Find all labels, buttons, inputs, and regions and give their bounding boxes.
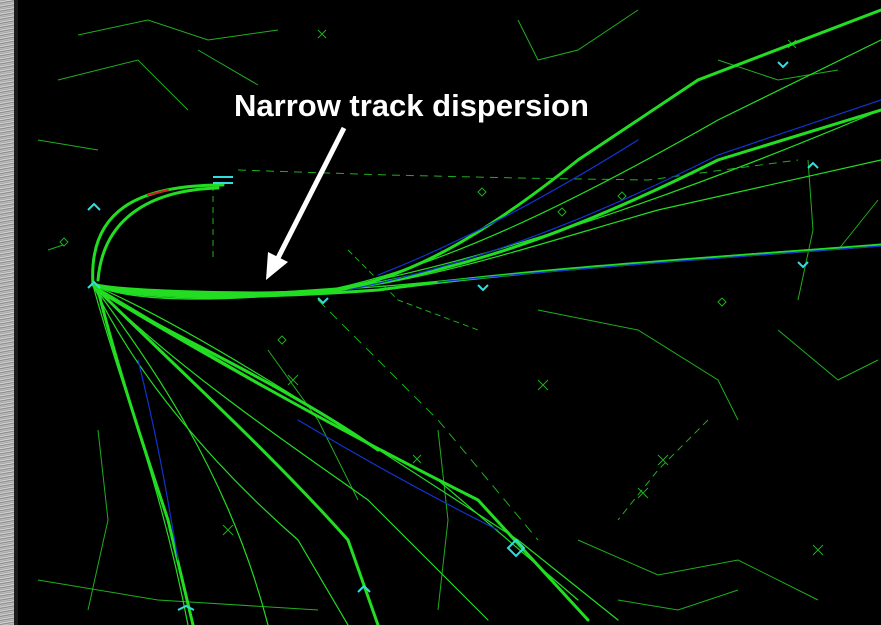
radar-map: [37, 8, 881, 625]
map-diamonds: [59, 187, 727, 345]
left-edge-strip: [0, 0, 14, 625]
map-lines: [37, 9, 879, 611]
flight-tracks: [91, 8, 881, 625]
white-arrow-icon: [266, 126, 347, 280]
annotation-label: Narrow track dispersion: [234, 88, 589, 123]
radar-display: Narrow track dispersion: [14, 0, 881, 625]
fix-markers: [87, 61, 819, 611]
